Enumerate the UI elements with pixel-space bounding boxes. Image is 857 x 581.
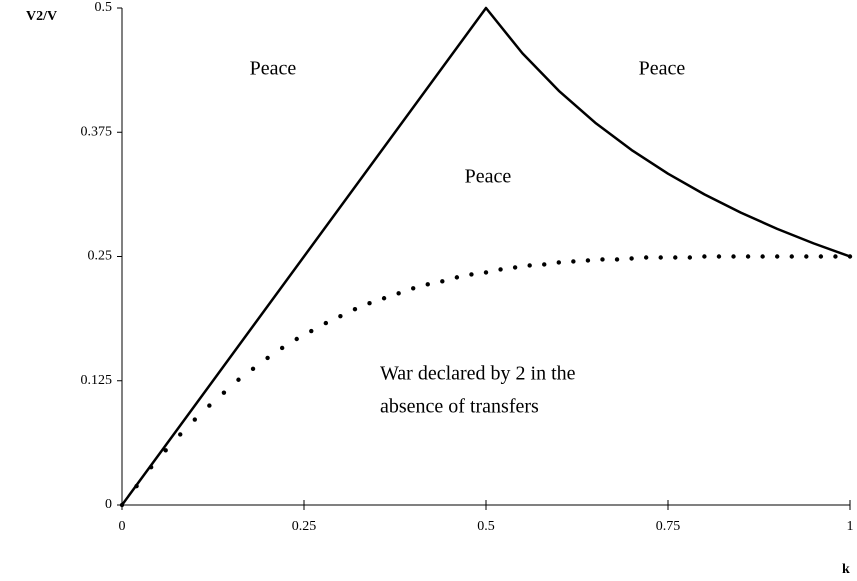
curve-dot (178, 432, 183, 437)
curve-dot (498, 267, 503, 272)
curve-dot (148, 465, 154, 470)
curve-dot (381, 296, 387, 301)
curve-dot (483, 270, 489, 275)
x-tick-label: 0.75 (656, 519, 681, 534)
curve-dot (614, 257, 620, 262)
curve-dot (454, 275, 460, 280)
curve-dot (134, 483, 139, 489)
curve-dot (221, 390, 227, 395)
curve-dot (775, 254, 780, 259)
curve-dot (279, 345, 285, 351)
curve-dot (309, 328, 314, 334)
curve-line (120, 6, 851, 506)
curve-dot (192, 417, 197, 422)
curve-dot (250, 366, 256, 372)
annotation: absence of transfers (380, 396, 539, 418)
curve-dot (585, 258, 591, 263)
curve-dot (804, 254, 809, 259)
curve-dot (469, 272, 474, 277)
curve-dot (818, 254, 824, 259)
curve-dot (440, 279, 445, 284)
curve-dot (367, 301, 372, 306)
y-tick-label: 0.375 (81, 124, 113, 139)
y-tick-label: 0.5 (95, 0, 113, 15)
curve-dot (512, 265, 518, 270)
annotation: Peace (465, 166, 512, 188)
curve-dot (789, 254, 794, 259)
curve-dot (556, 260, 561, 265)
curve-dot (745, 254, 751, 259)
x-tick-label: 0.5 (477, 519, 495, 534)
curve-dot (425, 282, 430, 287)
curve-dot (396, 291, 401, 296)
curve-dot (411, 286, 416, 291)
curve-dot (571, 259, 576, 264)
curve-dot (265, 355, 270, 361)
curve-dot (542, 262, 547, 267)
y-tick-label: 0 (105, 497, 112, 512)
x-axis-label: k (842, 562, 850, 577)
x-tick-label: 1 (847, 519, 854, 534)
curve-dot (643, 255, 649, 260)
y-tick-label: 0.125 (81, 373, 113, 388)
curve-dot (716, 254, 722, 259)
curve-dot (323, 320, 329, 326)
curve-dot (236, 377, 241, 382)
curve-dot (731, 254, 736, 259)
curve-dot (600, 257, 605, 262)
curve-dot (760, 254, 765, 259)
curve-dot (338, 313, 343, 319)
y-axis-label: V2/V (26, 9, 57, 24)
y-tick-label: 0.25 (88, 249, 113, 264)
annotation: Peace (250, 58, 297, 80)
curve-dot (847, 254, 853, 259)
curve-dot (629, 256, 634, 261)
curve-dot (294, 336, 299, 342)
curve-dot (687, 255, 693, 260)
curve-dot (702, 254, 707, 259)
annotation: War declared by 2 in the (380, 363, 576, 385)
curve-dot (207, 403, 212, 408)
annotation: Peace (639, 58, 686, 80)
curve-dot (673, 255, 678, 260)
curve-dot (352, 306, 358, 312)
curve-dot (119, 502, 125, 508)
curve-dot (658, 255, 663, 260)
x-tick-label: 0.25 (292, 519, 317, 534)
x-tick-label: 0 (119, 519, 126, 534)
curve-dot (833, 254, 838, 259)
curve-dot (527, 263, 532, 268)
curve-dot (163, 448, 168, 453)
